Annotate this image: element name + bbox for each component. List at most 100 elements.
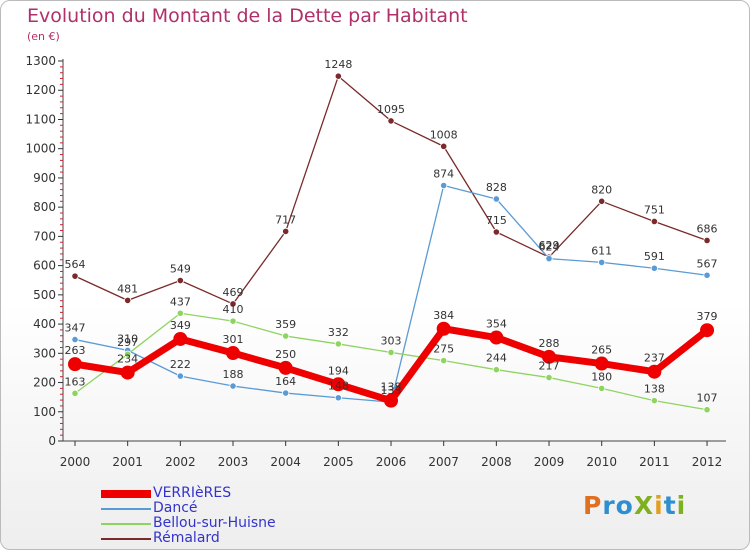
data-label: 611 (591, 244, 612, 257)
data-label: 180 (591, 370, 612, 383)
data-point (282, 389, 290, 397)
data-label: 564 (65, 258, 86, 271)
data-point (703, 406, 711, 414)
data-point (124, 296, 132, 304)
data-label: 354 (486, 318, 507, 331)
data-label: 332 (328, 326, 349, 339)
x-tick-label: 2007 (428, 455, 459, 469)
data-label: 1008 (430, 128, 458, 141)
data-point (71, 389, 79, 397)
data-point (71, 272, 79, 280)
y-tick-label: 400 (33, 317, 56, 331)
data-point (598, 258, 606, 266)
data-label: 234 (117, 353, 138, 366)
legend-label: Dancé (153, 500, 198, 516)
data-label: 410 (223, 303, 244, 316)
x-tick-label: 2004 (270, 455, 301, 469)
data-point (440, 142, 448, 150)
data-point (542, 349, 557, 364)
data-label: 263 (65, 344, 86, 357)
data-label: 717 (275, 213, 296, 226)
data-label: 138 (644, 383, 665, 396)
data-label: 437 (170, 295, 191, 308)
data-label: 591 (644, 250, 665, 263)
data-label: 310 (117, 332, 138, 345)
legend-label: VERRIèRES (153, 485, 232, 501)
logo-letter: X (633, 491, 655, 520)
x-tick-label: 2012 (692, 455, 723, 469)
data-point (229, 317, 237, 325)
data-label: 1248 (324, 58, 352, 71)
data-label: 222 (170, 358, 191, 371)
data-label: 384 (433, 309, 454, 322)
data-point (71, 335, 79, 344)
data-point (226, 346, 241, 361)
data-label: 820 (591, 183, 612, 196)
data-point (387, 348, 395, 357)
data-point (703, 271, 711, 279)
data-point (703, 236, 711, 245)
data-point (598, 384, 606, 392)
legend-swatch (101, 490, 151, 498)
data-label: 194 (328, 364, 349, 377)
data-point (334, 72, 342, 80)
data-point (594, 356, 609, 371)
data-point (68, 357, 82, 372)
data-label: 874 (433, 168, 454, 181)
data-point (489, 330, 504, 345)
data-label: 624 (539, 241, 560, 254)
data-label: 275 (433, 343, 454, 356)
data-label: 567 (697, 257, 718, 270)
logo-letter: t (663, 491, 677, 520)
data-point (650, 217, 658, 226)
data-point (650, 397, 658, 405)
y-tick-label: 1300 (25, 54, 56, 68)
y-tick-label: 600 (33, 259, 56, 273)
data-label: 188 (223, 368, 244, 381)
legend-label: Bellou-sur-Huisne (153, 515, 276, 531)
data-label: 164 (275, 375, 296, 388)
data-point (440, 357, 448, 365)
data-point (492, 228, 500, 236)
data-point (436, 321, 451, 336)
data-label: 288 (539, 337, 560, 350)
data-label: 244 (486, 352, 507, 365)
x-tick-label: 2005 (323, 455, 354, 469)
data-point (173, 331, 188, 346)
y-tick-label: 0 (48, 434, 56, 448)
data-point (124, 350, 132, 358)
data-point (229, 300, 237, 308)
data-point (387, 117, 395, 125)
data-label: 686 (697, 222, 718, 235)
x-tick-label: 2003 (218, 455, 249, 469)
data-label: 1095 (377, 103, 405, 116)
y-tick-label: 800 (33, 200, 56, 214)
data-label: 751 (644, 203, 665, 216)
data-label: 828 (486, 181, 507, 194)
series-lines (68, 72, 715, 414)
legend-swatch (101, 523, 151, 525)
x-tick-label: 2008 (481, 455, 512, 469)
data-label: 163 (65, 375, 86, 388)
legend-swatch (101, 508, 151, 510)
logo-letter: r (602, 491, 616, 520)
data-point (176, 309, 184, 317)
proxiti-logo: ProXiti (583, 491, 686, 520)
data-point (545, 373, 553, 382)
data-point (334, 394, 342, 402)
data-point (545, 255, 553, 263)
data-point (598, 197, 606, 205)
x-tick-label: 2001 (112, 455, 143, 469)
series-labels: 564 481 549 469 717 1248 1095 1008 715 629 820 751 6… (65, 58, 718, 405)
data-point (334, 340, 342, 348)
y-tick-label: 300 (33, 346, 56, 360)
data-label: 469 (223, 286, 244, 299)
data-point (492, 195, 500, 203)
data-label: 715 (486, 214, 507, 227)
data-label: 250 (275, 348, 296, 361)
data-label: 347 (65, 322, 86, 335)
data-point (700, 323, 715, 338)
data-point (282, 332, 290, 340)
data-point (331, 377, 346, 392)
